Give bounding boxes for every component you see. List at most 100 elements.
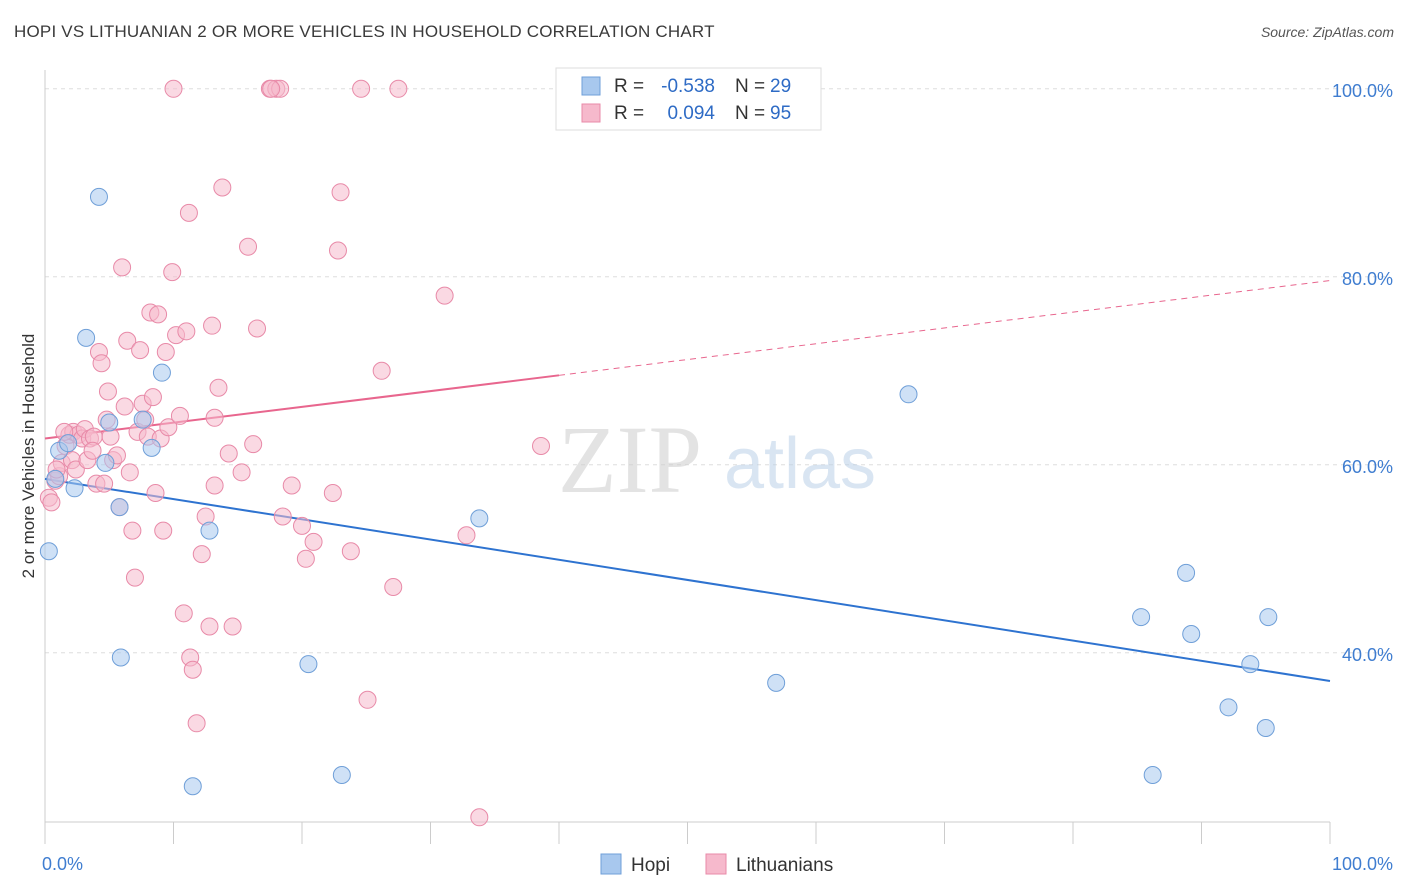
stats-legend: R = -0.538 N = 29 R = 0.094 N = 95 (555, 67, 822, 131)
stats-legend-r-value: 0.094 (667, 103, 715, 124)
axes (44, 70, 1331, 844)
point-hopi (133, 410, 152, 429)
data-points (39, 79, 1278, 827)
point-lithuanians (92, 354, 111, 373)
point-lithuanians (435, 286, 454, 305)
point-hopi (142, 438, 161, 457)
point-hopi (39, 542, 58, 561)
point-lithuanians (143, 388, 162, 407)
point-lithuanians (83, 441, 102, 460)
x-tick-label: 100.0% (1332, 854, 1393, 874)
point-hopi (767, 673, 786, 692)
point-lithuanians (248, 319, 267, 338)
stats-legend-n-label: N = (735, 76, 765, 97)
point-hopi (1182, 625, 1201, 643)
stats-legend-n-label: N = (735, 103, 765, 124)
y-axis-title: 2 or more Vehicles in Household (19, 334, 38, 579)
point-hopi (332, 766, 351, 784)
point-lithuanians (149, 305, 168, 324)
point-hopi (59, 434, 78, 453)
y-tick-label: 40.0% (1342, 645, 1393, 665)
point-lithuanians (146, 484, 165, 502)
point-lithuanians (239, 237, 258, 256)
stats-legend-n-value: 29 (770, 76, 791, 97)
point-hopi (152, 363, 171, 382)
point-lithuanians (131, 341, 150, 360)
point-lithuanians (384, 578, 403, 596)
point-lithuanians (323, 484, 342, 502)
point-lithuanians (205, 408, 224, 427)
point-hopi (77, 328, 96, 347)
point-lithuanians (113, 258, 132, 277)
point-lithuanians (115, 397, 134, 416)
point-lithuanians (98, 382, 117, 401)
point-hopi (1143, 766, 1162, 784)
point-lithuanians (118, 331, 137, 350)
point-lithuanians (203, 316, 222, 335)
point-lithuanians (331, 183, 350, 202)
legend-swatch (600, 853, 622, 875)
point-lithuanians (293, 516, 311, 535)
stats-legend-r-label: R = (614, 103, 644, 124)
point-lithuanians (358, 690, 377, 709)
trend-line-extension-lithuanians (558, 280, 1331, 376)
watermark-atlas: atlas (724, 424, 876, 504)
point-hopi (1259, 608, 1278, 627)
watermark: ZIP atlas (558, 406, 876, 513)
bottom-legend: Hopi Lithuanians (600, 853, 833, 876)
point-hopi (100, 413, 119, 432)
point-lithuanians (262, 79, 281, 98)
point-hopi (899, 385, 918, 404)
point-lithuanians (532, 437, 551, 455)
y-tick-label: 60.0% (1342, 457, 1393, 477)
point-hopi (110, 498, 129, 517)
legend-item-lithuanians[interactable]: Lithuanians (705, 853, 833, 876)
point-lithuanians (156, 343, 175, 361)
point-lithuanians (282, 476, 301, 495)
legend-item-hopi[interactable]: Hopi (600, 853, 670, 876)
point-lithuanians (341, 542, 360, 561)
point-lithuanians (192, 545, 211, 564)
stats-legend-r-value: -0.538 (661, 76, 715, 97)
point-lithuanians (177, 322, 196, 341)
point-hopi (1132, 608, 1151, 627)
point-lithuanians (95, 474, 114, 493)
point-hopi (200, 521, 219, 540)
point-lithuanians (179, 203, 198, 222)
point-hopi (96, 453, 115, 472)
point-hopi (1177, 563, 1196, 582)
point-lithuanians (187, 714, 206, 733)
point-hopi (183, 777, 202, 796)
point-lithuanians (470, 808, 489, 827)
legend-label: Hopi (631, 855, 670, 876)
point-hopi (470, 509, 489, 528)
point-lithuanians (183, 660, 202, 679)
watermark-zip: ZIP (558, 406, 702, 513)
x-tick-label: 0.0% (42, 854, 83, 874)
point-lithuanians (154, 521, 173, 540)
stats-legend-swatch (581, 76, 601, 96)
point-hopi (1256, 719, 1275, 737)
point-lithuanians (244, 435, 263, 454)
point-lithuanians (213, 178, 232, 197)
point-lithuanians (205, 476, 224, 495)
point-lithuanians (352, 79, 371, 98)
point-hopi (299, 655, 318, 674)
point-lithuanians (389, 79, 408, 98)
point-lithuanians (42, 493, 61, 512)
point-lithuanians (125, 568, 144, 587)
point-lithuanians (372, 361, 391, 380)
point-lithuanians (163, 263, 182, 282)
point-hopi (1241, 655, 1260, 674)
point-lithuanians (123, 521, 142, 540)
point-hopi (89, 187, 108, 206)
point-hopi (46, 469, 65, 488)
point-lithuanians (296, 549, 315, 568)
stats-legend-r-label: R = (614, 76, 644, 97)
source-note: Source: ZipAtlas.com (1260, 24, 1394, 40)
legend-swatch (705, 853, 727, 875)
point-lithuanians (200, 617, 219, 636)
axis-labels: 40.0% 60.0% 80.0% 100.0% 0.0% 100.0% 2 or more… (19, 81, 1393, 874)
legend-label: Lithuanians (736, 855, 833, 876)
